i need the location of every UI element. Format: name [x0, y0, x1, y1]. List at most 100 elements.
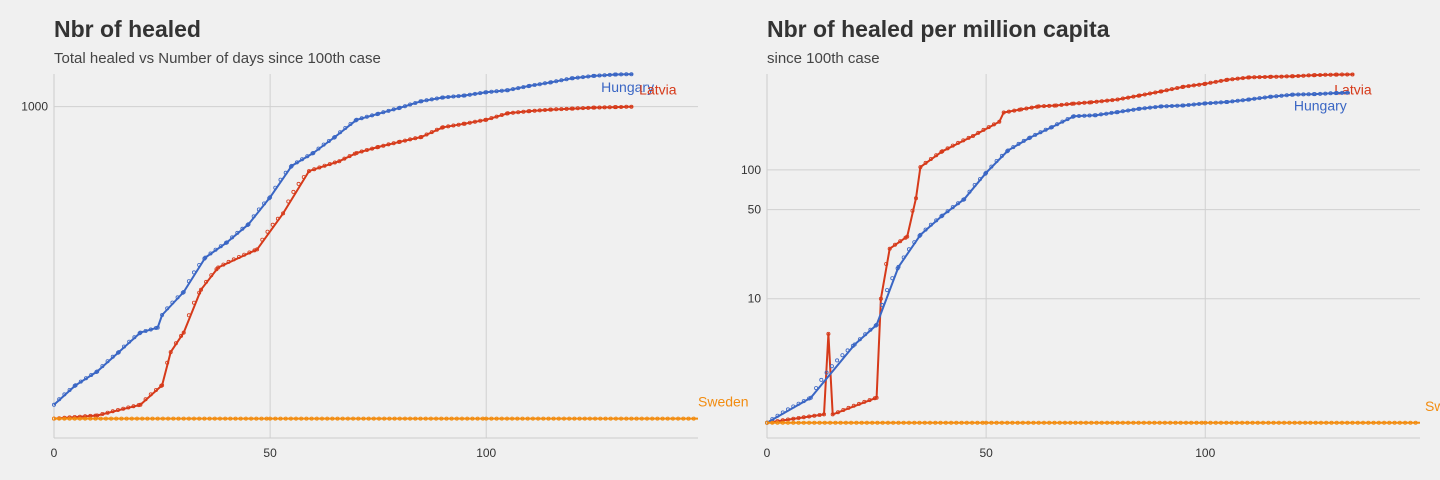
- data-point: [1010, 420, 1015, 425]
- data-point: [1110, 98, 1115, 103]
- data-point: [1361, 420, 1366, 425]
- data-point: [949, 420, 954, 425]
- data-point: [293, 416, 298, 421]
- data-point: [462, 121, 467, 126]
- data-point: [181, 330, 186, 335]
- data-point: [1083, 420, 1088, 425]
- data-point: [1284, 93, 1289, 98]
- data-point: [1230, 77, 1235, 82]
- data-point: [862, 399, 867, 404]
- data-point: [202, 256, 207, 261]
- data-point: [551, 416, 556, 421]
- data-point: [505, 88, 510, 93]
- data-point: [1131, 420, 1136, 425]
- data-point: [1292, 420, 1297, 425]
- data-point: [231, 257, 236, 262]
- data-point: [402, 104, 407, 109]
- data-point: [1392, 420, 1397, 425]
- data-point: [1197, 82, 1202, 87]
- data-point: [867, 398, 872, 403]
- data-point: [1181, 103, 1186, 108]
- data-point: [126, 405, 131, 410]
- data-point: [1178, 420, 1183, 425]
- data-point: [316, 146, 321, 151]
- data-point: [119, 416, 124, 421]
- data-point: [1186, 84, 1191, 89]
- data-point: [1011, 145, 1016, 150]
- data-point: [994, 420, 999, 425]
- data-point: [613, 416, 618, 421]
- data-point: [603, 416, 608, 421]
- data-point: [1191, 83, 1196, 88]
- data-point: [1262, 95, 1267, 100]
- data-point: [597, 105, 602, 110]
- data-point: [1301, 73, 1306, 78]
- data-point: [1152, 420, 1157, 425]
- data-point: [1324, 420, 1329, 425]
- data-point: [1038, 130, 1043, 135]
- data-point: [1147, 105, 1152, 110]
- data-point: [1159, 89, 1164, 94]
- data-point: [510, 416, 515, 421]
- data-point: [1284, 74, 1289, 79]
- data-point: [95, 369, 100, 374]
- data-point: [418, 416, 423, 421]
- data-point: [371, 416, 376, 421]
- series-latvia: Latvia: [52, 82, 677, 421]
- data-point: [67, 387, 72, 392]
- data-point: [791, 416, 796, 421]
- data-point: [1329, 420, 1334, 425]
- data-point: [204, 279, 209, 284]
- data-point: [134, 416, 139, 421]
- data-point: [943, 420, 948, 425]
- x-tick-label: 100: [476, 446, 496, 460]
- data-point: [283, 416, 288, 421]
- data-point: [84, 376, 89, 381]
- data-point: [354, 150, 359, 155]
- data-point: [775, 420, 780, 425]
- data-point: [807, 414, 812, 419]
- data-point: [864, 420, 869, 425]
- data-point: [525, 416, 530, 421]
- data-point: [203, 255, 208, 260]
- data-point: [309, 416, 314, 421]
- data-point: [1115, 110, 1120, 115]
- data-point: [1203, 101, 1208, 106]
- data-point: [1213, 79, 1218, 84]
- data-point: [83, 416, 88, 421]
- data-point: [629, 104, 634, 109]
- data-point: [1252, 96, 1257, 101]
- data-point: [1382, 420, 1387, 425]
- data-point: [1071, 114, 1076, 119]
- data-point: [1105, 420, 1110, 425]
- data-point: [179, 333, 184, 338]
- data-point: [1240, 98, 1245, 103]
- data-point: [1186, 103, 1191, 108]
- data-point: [356, 416, 361, 421]
- data-point: [168, 350, 173, 355]
- data-point: [901, 255, 906, 260]
- data-point: [857, 337, 862, 342]
- data-point: [1168, 420, 1173, 425]
- data-point: [1126, 420, 1131, 425]
- data-point: [95, 413, 100, 418]
- data-point: [582, 416, 587, 421]
- data-point: [817, 420, 822, 425]
- data-point: [105, 410, 110, 415]
- data-point: [472, 91, 477, 96]
- data-point: [1005, 420, 1010, 425]
- data-point: [494, 416, 499, 421]
- data-point: [478, 91, 483, 96]
- data-point: [88, 413, 93, 418]
- data-point: [175, 295, 180, 300]
- data-point: [510, 87, 515, 92]
- data-point: [1094, 99, 1099, 104]
- data-point: [98, 416, 103, 421]
- data-point: [273, 185, 278, 190]
- data-point: [1147, 91, 1152, 96]
- data-point: [1049, 125, 1054, 130]
- data-point: [543, 81, 548, 86]
- data-point: [796, 401, 801, 406]
- data-point: [148, 392, 153, 397]
